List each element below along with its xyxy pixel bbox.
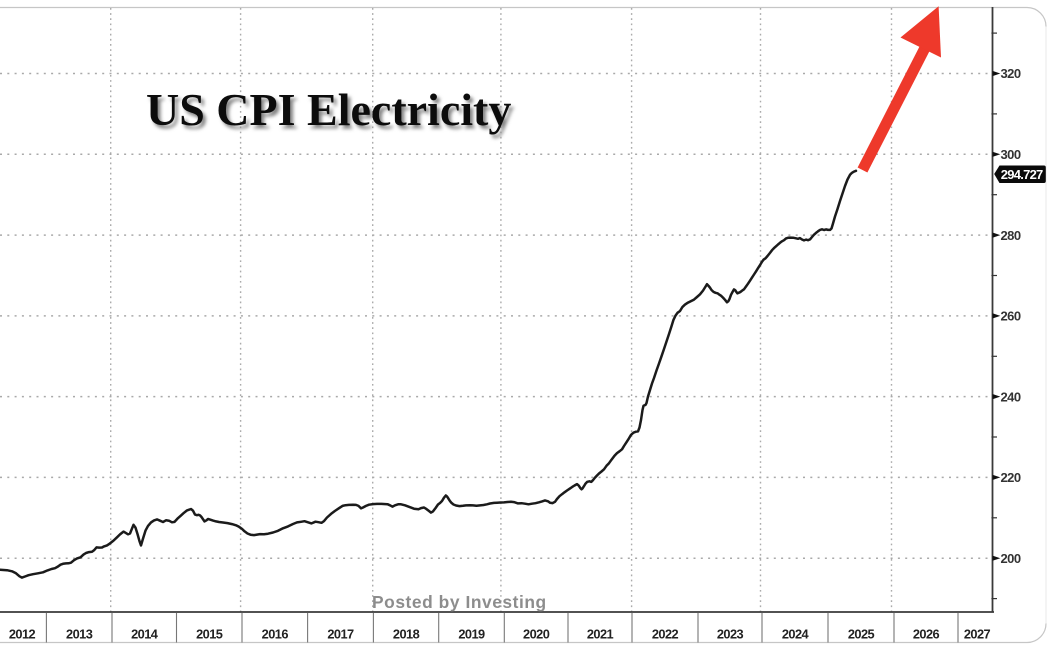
svg-text:320: 320	[1001, 66, 1021, 81]
svg-text:2025: 2025	[848, 627, 875, 642]
svg-text:2019: 2019	[458, 627, 485, 642]
svg-text:US CPI Electricity: US CPI Electricity	[146, 84, 511, 135]
svg-text:2024: 2024	[782, 627, 810, 642]
svg-text:US CPI Electricity: US CPI Electricity	[149, 87, 514, 138]
svg-text:2021: 2021	[587, 627, 614, 642]
svg-text:220: 220	[1001, 470, 1021, 485]
svg-text:2026: 2026	[913, 627, 940, 642]
svg-text:2020: 2020	[523, 627, 550, 642]
svg-text:260: 260	[1001, 309, 1021, 324]
svg-text:280: 280	[1001, 228, 1021, 243]
svg-text:2018: 2018	[393, 627, 420, 642]
svg-text:2015: 2015	[196, 627, 223, 642]
svg-text:294.727: 294.727	[1001, 167, 1043, 182]
svg-text:2017: 2017	[327, 627, 354, 642]
svg-text:300: 300	[1001, 147, 1021, 162]
svg-text:2013: 2013	[66, 627, 93, 642]
svg-text:2023: 2023	[717, 627, 744, 642]
svg-text:2014: 2014	[131, 627, 159, 642]
svg-text:2027: 2027	[964, 627, 991, 642]
svg-text:200: 200	[1001, 551, 1021, 566]
svg-text:240: 240	[1001, 389, 1021, 404]
svg-text:2016: 2016	[262, 627, 289, 642]
svg-text:Posted by Investing: Posted by Investing	[372, 592, 547, 612]
svg-text:2022: 2022	[652, 627, 679, 642]
svg-text:2012: 2012	[9, 627, 36, 642]
